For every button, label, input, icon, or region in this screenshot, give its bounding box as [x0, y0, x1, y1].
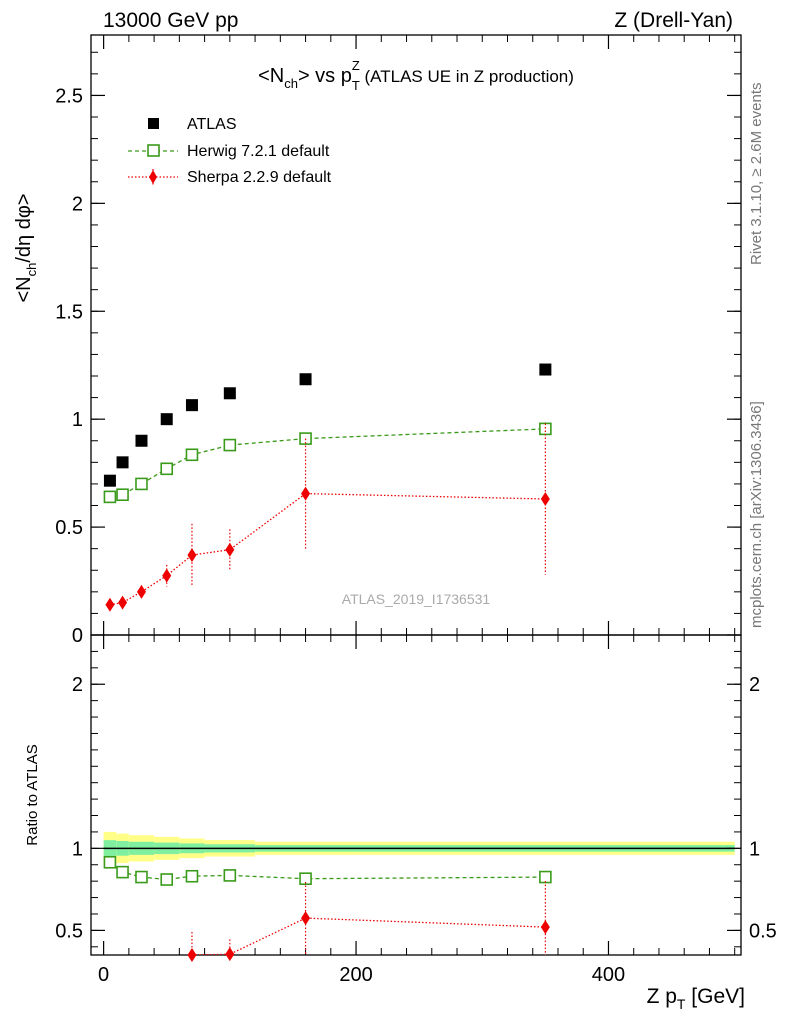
y-tick-label: 1	[72, 409, 83, 431]
header-right: Z (Drell-Yan)	[614, 9, 733, 32]
main-panel: 0 0.5 1 1.5 2 2.5	[55, 34, 742, 647]
data-point	[103, 490, 117, 504]
y-tick-label: 1.5	[55, 301, 83, 323]
ratio-ylabel: Ratio to ATLAS	[24, 744, 41, 845]
data-point	[540, 920, 550, 935]
data-point	[136, 584, 146, 599]
data-point	[185, 399, 198, 412]
data-point	[116, 488, 129, 502]
data-point	[225, 542, 235, 557]
data-point	[185, 448, 199, 462]
x-axis-label-a: Z p	[647, 985, 677, 1008]
data-point	[539, 422, 552, 436]
ratio-frame	[90, 634, 742, 956]
main-ylabel-sub: ch	[24, 263, 39, 277]
x-axis-label-sub: T	[677, 996, 686, 1012]
main-data	[103, 363, 552, 612]
data-point	[160, 413, 173, 426]
title-main-sub: ch	[284, 76, 298, 91]
series-line	[190, 917, 546, 955]
title-main: <N	[258, 65, 284, 87]
main-ticks: 0 0.5 1 1.5 2 2.5	[55, 35, 741, 647]
mcplots-label: mcplots.cern.ch [arXiv:1306.3436]	[748, 401, 765, 628]
header-left: 13000 GeV pp	[103, 9, 238, 32]
y-tick-label: 2	[72, 193, 83, 215]
data-point	[301, 486, 311, 501]
data-point	[105, 597, 115, 612]
x-tick-label: 0	[98, 964, 109, 986]
y-tick-label: 0	[72, 625, 83, 647]
rivet-label: Rivet 3.1.10, ≥ 2.6M events	[748, 83, 765, 266]
title-sup: Z	[352, 58, 360, 73]
legend-atlas-label: ATLAS	[187, 116, 237, 133]
data-point	[103, 474, 116, 487]
data-point	[299, 872, 312, 885]
legend-herwig-marker	[147, 144, 160, 157]
legend-herwig-label: Herwig 7.2.1 default	[187, 143, 330, 160]
title-suffix: (ATLAS UE in Z production)	[360, 67, 574, 86]
y-tick-label: 0.5	[55, 920, 83, 942]
ratio-data	[103, 855, 552, 962]
y-tick-label-right: 1	[749, 838, 760, 860]
y-tick-label: 1	[72, 838, 83, 860]
legend-atlas-marker	[148, 118, 159, 129]
ratio-panel: 0.5 0.5 1 1 2 2 0 200 400	[55, 634, 777, 986]
main-ylabel-rest: /dη dφ>	[13, 194, 35, 263]
data-point	[185, 869, 199, 883]
main-ylabel: <Nch/dη dφ>	[13, 194, 39, 303]
x-tick-label: 200	[339, 964, 372, 986]
data-point	[301, 911, 311, 926]
analysis-watermark: ATLAS_2019_I1736531	[342, 591, 491, 607]
ratio-band	[103, 831, 735, 865]
y-tick-label-right: 0.5	[749, 920, 777, 942]
y-tick-label: 0.5	[55, 517, 83, 539]
data-point	[187, 548, 197, 563]
series-line	[109, 428, 546, 498]
series-line	[109, 861, 546, 881]
data-point	[160, 462, 174, 476]
data-point	[118, 595, 128, 610]
main-ylabel-a: <N	[13, 276, 35, 302]
legend-sherpa-label: Sherpa 2.2.9 default	[187, 169, 332, 186]
title-sub2: T	[352, 78, 360, 93]
data-point	[135, 434, 148, 447]
data-point	[116, 865, 129, 879]
legend: ATLAS Herwig 7.2.1 default Sherpa 2.2.9 …	[128, 116, 332, 186]
series-line	[109, 492, 546, 606]
y-tick-label-right: 2	[749, 674, 760, 696]
legend-sherpa-marker	[149, 170, 157, 184]
data-point	[299, 373, 312, 386]
data-point	[223, 869, 237, 882]
data-point	[187, 948, 197, 962]
data-point	[540, 492, 550, 507]
data-point	[135, 477, 148, 491]
data-point	[160, 873, 174, 886]
data-point	[539, 363, 552, 376]
y-tick-label: 2.5	[55, 85, 83, 107]
data-point	[116, 456, 129, 469]
y-tick-label: 2	[72, 674, 83, 696]
data-point	[223, 438, 237, 452]
data-point	[135, 870, 148, 884]
title-main-mid: > vs p	[298, 65, 352, 87]
x-axis-label: Z pT [GeV]	[647, 985, 745, 1012]
data-point	[162, 568, 172, 583]
plot-title: <Nch> vs pTZ (ATLAS UE in Z production)	[258, 58, 574, 93]
data-point	[103, 855, 117, 869]
x-tick-label: 400	[592, 964, 625, 986]
data-point	[225, 947, 235, 962]
ratio-ticks: 0.5 0.5 1 1 2 2 0 200 400	[55, 635, 777, 986]
data-point	[223, 387, 236, 400]
x-axis-label-rest: [GeV]	[685, 985, 745, 1008]
data-point	[539, 870, 552, 884]
